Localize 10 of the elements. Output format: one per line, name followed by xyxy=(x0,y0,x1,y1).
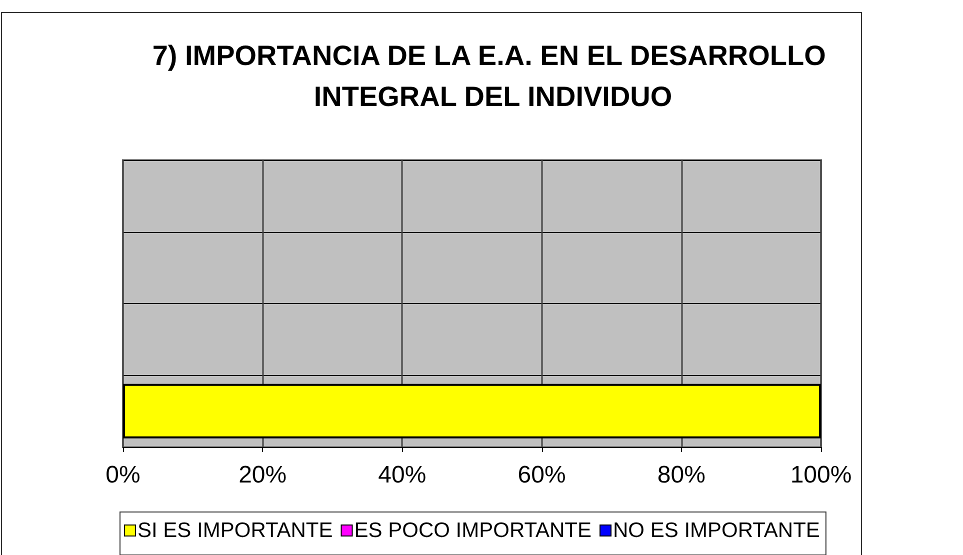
x-tick-label: 0% xyxy=(106,462,140,488)
x-tick-label: 80% xyxy=(657,462,706,488)
legend-label: NO ES IMPORTANTE xyxy=(613,519,820,542)
x-tick-label: 100% xyxy=(790,462,852,488)
chart-title: 7) IMPORTANCIA DE LA E.A. EN EL DESARROLLO INTEGRAL DEL INDIVIDUO xyxy=(152,40,834,112)
legend-label: SI ES IMPORTANTE xyxy=(138,519,333,542)
legend-label: ES POCO IMPORTANTE xyxy=(354,519,592,542)
x-tick-label: 60% xyxy=(518,462,566,488)
x-tick-label: 40% xyxy=(378,462,426,488)
x-tick-label: 20% xyxy=(238,462,287,488)
